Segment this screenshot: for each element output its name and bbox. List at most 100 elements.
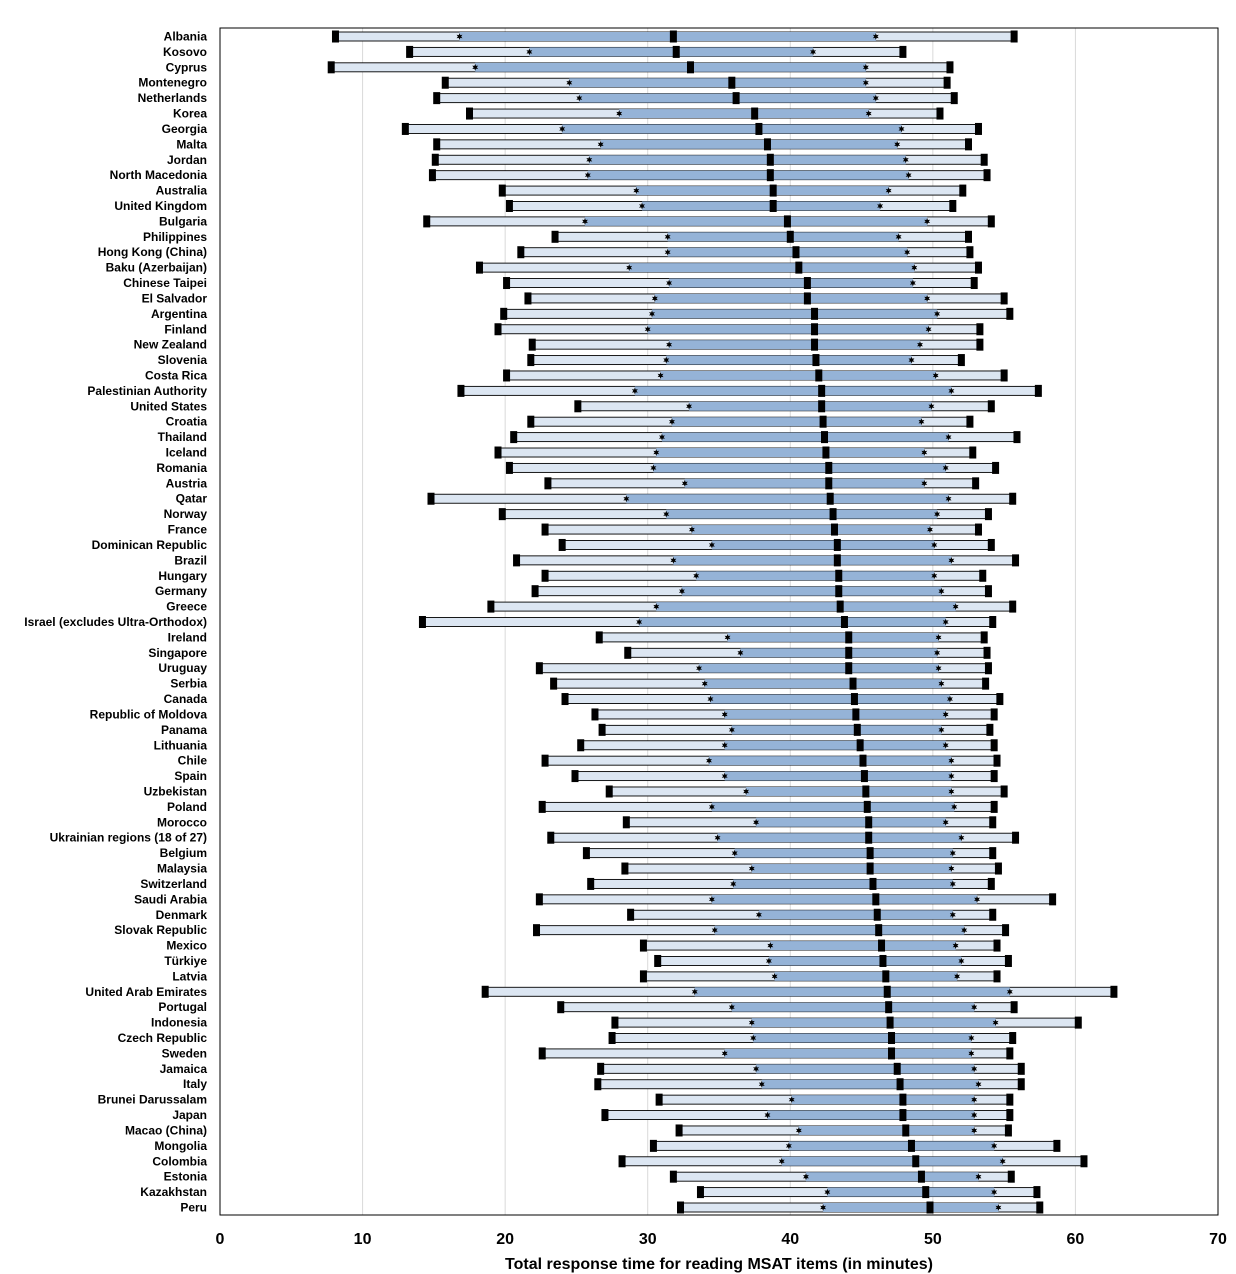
category-label: Germany	[155, 584, 207, 598]
median-marker	[886, 1016, 894, 1029]
p5-marker	[571, 770, 579, 783]
row	[531, 585, 992, 598]
median-marker	[672, 45, 680, 58]
percentile-marker	[971, 1096, 978, 1104]
category-label: Uruguay	[158, 661, 207, 675]
category-label: Kosovo	[163, 45, 207, 59]
percentile-marker	[737, 649, 744, 657]
percentile-marker	[934, 510, 941, 518]
row	[535, 662, 992, 675]
p95-marker	[946, 61, 954, 74]
percentile-marker	[905, 171, 912, 179]
category-label: Morocco	[157, 815, 207, 829]
percentile-marker	[691, 988, 698, 996]
percentile-marker	[935, 664, 942, 672]
p5-marker	[401, 122, 409, 135]
category-label: Croatia	[166, 415, 208, 429]
p95-marker	[990, 770, 998, 783]
p5-marker	[535, 893, 543, 906]
p5-marker	[622, 816, 630, 829]
category-label: Republic of Moldova	[90, 707, 208, 721]
p95-marker	[950, 92, 958, 105]
p95-marker	[1010, 30, 1018, 43]
percentile-marker	[651, 295, 658, 302]
row	[550, 677, 990, 690]
p95-marker	[989, 816, 997, 829]
percentile-marker	[707, 695, 714, 703]
median-marker	[732, 92, 740, 105]
p95-marker	[965, 138, 972, 151]
median-marker	[845, 646, 853, 659]
median-marker	[833, 554, 841, 567]
p5-marker	[538, 1047, 546, 1060]
median-marker	[835, 585, 843, 598]
row	[503, 369, 1008, 382]
percentile-marker	[949, 911, 956, 919]
percentile-marker	[584, 171, 591, 179]
category-label: Korea	[173, 107, 207, 121]
percentile-marker	[942, 711, 949, 718]
inner-band	[791, 1095, 975, 1105]
median-marker	[836, 600, 844, 613]
percentile-marker	[750, 1034, 757, 1042]
p95-marker	[989, 847, 997, 860]
inner-band	[761, 1079, 979, 1089]
row	[457, 384, 1042, 397]
row	[696, 1186, 1041, 1199]
p5-marker	[597, 1062, 605, 1075]
percentile-marker	[968, 1050, 975, 1057]
median-marker	[878, 939, 886, 952]
inner-band	[642, 201, 881, 211]
p5-marker	[624, 646, 632, 659]
x-tick-label: 20	[496, 1231, 514, 1248]
median-marker	[922, 1186, 930, 1199]
x-tick-label: 50	[924, 1231, 942, 1248]
percentile-marker	[721, 741, 728, 749]
inner-band	[475, 62, 866, 72]
row	[541, 523, 982, 536]
p5-marker	[544, 477, 552, 490]
p5-marker	[677, 1201, 685, 1214]
percentile-marker	[767, 942, 774, 949]
category-label: Denmark	[156, 908, 208, 922]
percentile-marker	[865, 110, 872, 117]
percentile-marker	[952, 942, 959, 949]
median-marker	[825, 477, 833, 490]
category-label: Sweden	[162, 1046, 207, 1060]
p5-marker	[481, 985, 489, 998]
percentile-marker	[1006, 988, 1013, 996]
p95-marker	[980, 153, 988, 166]
percentile-marker	[924, 217, 931, 225]
category-label: Jordan	[167, 153, 207, 167]
row	[541, 754, 1001, 767]
percentile-marker	[810, 48, 817, 56]
inner-band	[724, 1048, 972, 1058]
percentile-marker	[954, 972, 961, 980]
percentile-marker	[908, 356, 915, 364]
inner-band	[589, 155, 906, 165]
p5-marker	[551, 230, 559, 243]
p95-marker	[1017, 1078, 1025, 1091]
p5-marker	[528, 338, 536, 351]
p95-marker	[987, 400, 995, 413]
p5-marker	[498, 508, 506, 521]
inner-band	[768, 956, 962, 966]
p5-marker	[577, 739, 585, 752]
inner-band	[656, 448, 925, 458]
median-marker	[755, 122, 763, 135]
inner-band	[774, 971, 958, 981]
percentile-marker	[721, 772, 728, 780]
percentile-marker	[721, 711, 728, 718]
percentile-marker	[945, 433, 952, 441]
percentile-marker	[904, 248, 911, 256]
percentile-marker	[743, 788, 750, 795]
median-marker	[833, 538, 841, 551]
row	[441, 76, 951, 89]
p5-marker	[441, 76, 449, 89]
p95-marker	[1002, 924, 1010, 937]
median-marker	[763, 138, 771, 151]
percentile-marker	[721, 1050, 728, 1057]
median-marker	[862, 785, 870, 798]
median-marker	[728, 76, 736, 89]
row	[558, 538, 995, 551]
